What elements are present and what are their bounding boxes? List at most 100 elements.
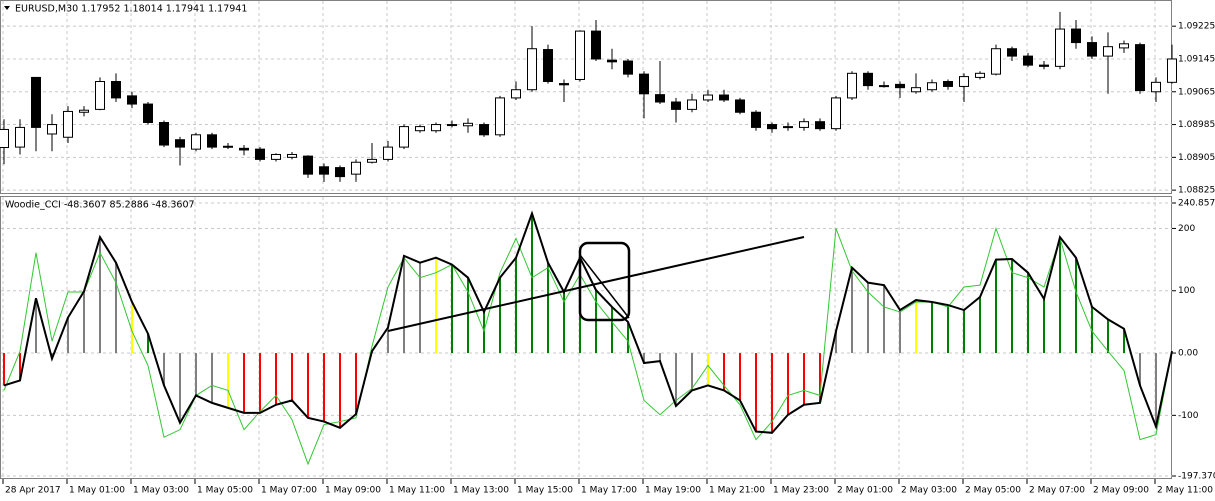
candle-body — [159, 122, 169, 146]
candle-body — [799, 121, 809, 128]
candle-body — [47, 124, 57, 135]
candle-body — [831, 97, 841, 130]
y-tick-label: 0.00 — [1178, 349, 1198, 359]
candle-body — [1039, 64, 1049, 67]
candle-body — [735, 99, 745, 113]
x-tick-label: 2 May 11:00 — [1157, 486, 1213, 496]
candle-body — [367, 158, 377, 163]
x-tick-label: 2 May 03:00 — [901, 486, 957, 496]
candle-body — [1135, 44, 1145, 92]
candle-body — [479, 124, 489, 136]
x-tick-label: 28 Apr 2017 — [5, 486, 61, 496]
candle-body — [975, 72, 985, 78]
candle-body — [591, 30, 601, 60]
candle-body — [1023, 55, 1033, 66]
candle-body — [863, 72, 873, 87]
candle-body — [303, 155, 313, 175]
candle-body — [847, 72, 857, 99]
candle-body — [495, 97, 505, 136]
candle-body — [767, 124, 777, 130]
x-tick-label: 2 May 09:00 — [1093, 486, 1149, 496]
turbo-cci-line — [3, 226, 1173, 466]
candle-body — [511, 89, 521, 99]
candle-body — [79, 109, 89, 113]
candle-body — [927, 82, 937, 91]
candle-body — [991, 48, 1001, 75]
candle-body — [111, 81, 121, 99]
candle-body — [1087, 42, 1097, 57]
x-tick-label: 1 May 13:00 — [453, 486, 509, 496]
candle-body — [319, 166, 329, 175]
candle-body — [639, 73, 649, 95]
x-tick-label: 1 May 01:00 — [69, 486, 125, 496]
candle-body — [335, 167, 345, 178]
x-tick-label: 1 May 07:00 — [261, 486, 317, 496]
trend-line[interactable] — [387, 236, 805, 332]
price-title: EURUSD,M30 1.17952 1.18014 1.17941 1.179… — [15, 4, 247, 15]
candle-body — [415, 126, 425, 132]
candle-body — [351, 161, 361, 175]
x-tick-label: 2 May 07:00 — [1029, 486, 1085, 496]
y-tick-label: 1.08985 — [1178, 120, 1215, 130]
y-tick-label: -197.3704 — [1178, 472, 1215, 482]
candle-body — [703, 94, 713, 101]
candle-body — [559, 83, 569, 86]
candle-body — [431, 124, 441, 132]
x-tick-label: 1 May 11:00 — [389, 486, 445, 496]
price-panel — [0, 0, 1172, 194]
candle-body — [879, 85, 889, 88]
candle-body — [95, 81, 105, 110]
candle-body — [687, 99, 697, 110]
candle-body — [527, 48, 537, 91]
candle-body — [1007, 48, 1017, 57]
box-diagonal — [579, 254, 630, 319]
y-tick-label: 1.08825 — [1178, 186, 1215, 196]
candle-body — [959, 76, 969, 87]
candle-body — [671, 101, 681, 110]
candle-body — [1167, 58, 1177, 83]
candle-body — [31, 76, 41, 128]
candle-body — [191, 134, 201, 150]
candle-body — [255, 148, 265, 160]
candle-body — [1103, 46, 1113, 57]
candle-body — [1071, 28, 1081, 44]
candle-body — [911, 87, 921, 93]
x-tick-label: 1 May 23:00 — [773, 486, 829, 496]
x-tick-label: 1 May 05:00 — [197, 486, 253, 496]
y-tick-label: 1.09065 — [1178, 87, 1215, 97]
cci-line — [3, 210, 1173, 434]
candle-body — [575, 30, 585, 80]
candle-body — [543, 49, 553, 83]
candle-body — [143, 103, 153, 124]
candle-body — [239, 147, 249, 151]
candle-body — [783, 126, 793, 129]
x-tick-label: 1 May 03:00 — [133, 486, 189, 496]
highlight-box[interactable] — [578, 241, 631, 322]
x-tick-label: 2 May 05:00 — [965, 486, 1021, 496]
candle-body — [447, 124, 457, 127]
y-tick-label: 1.08905 — [1178, 153, 1215, 163]
indicator-title: Woodie_CCI -48.3607 85.2886 -48.3607 — [5, 200, 195, 211]
x-tick-label: 1 May 09:00 — [325, 486, 381, 496]
candle-body — [895, 83, 905, 89]
candle-body — [207, 134, 217, 148]
x-tick-label: 1 May 21:00 — [709, 486, 765, 496]
candle-body — [943, 81, 953, 87]
y-tick-label: 1.09145 — [1178, 54, 1215, 64]
candle-body — [63, 110, 73, 138]
candle-body — [0, 128, 9, 149]
x-tick-label: 1 May 17:00 — [581, 486, 637, 496]
y-tick-label: 200 — [1178, 224, 1195, 234]
candle-body — [719, 94, 729, 101]
candle-body — [607, 59, 617, 63]
candle-body — [399, 126, 409, 148]
candle-body — [1151, 81, 1161, 93]
menu-icon[interactable] — [4, 6, 10, 10]
candle-body — [175, 139, 185, 148]
x-tick-label: 2 May 01:00 — [837, 486, 893, 496]
x-tick-label: 1 May 19:00 — [645, 486, 701, 496]
y-tick-label: 240.857 — [1178, 199, 1215, 209]
candle-body — [751, 111, 761, 128]
candle-body — [383, 146, 393, 160]
